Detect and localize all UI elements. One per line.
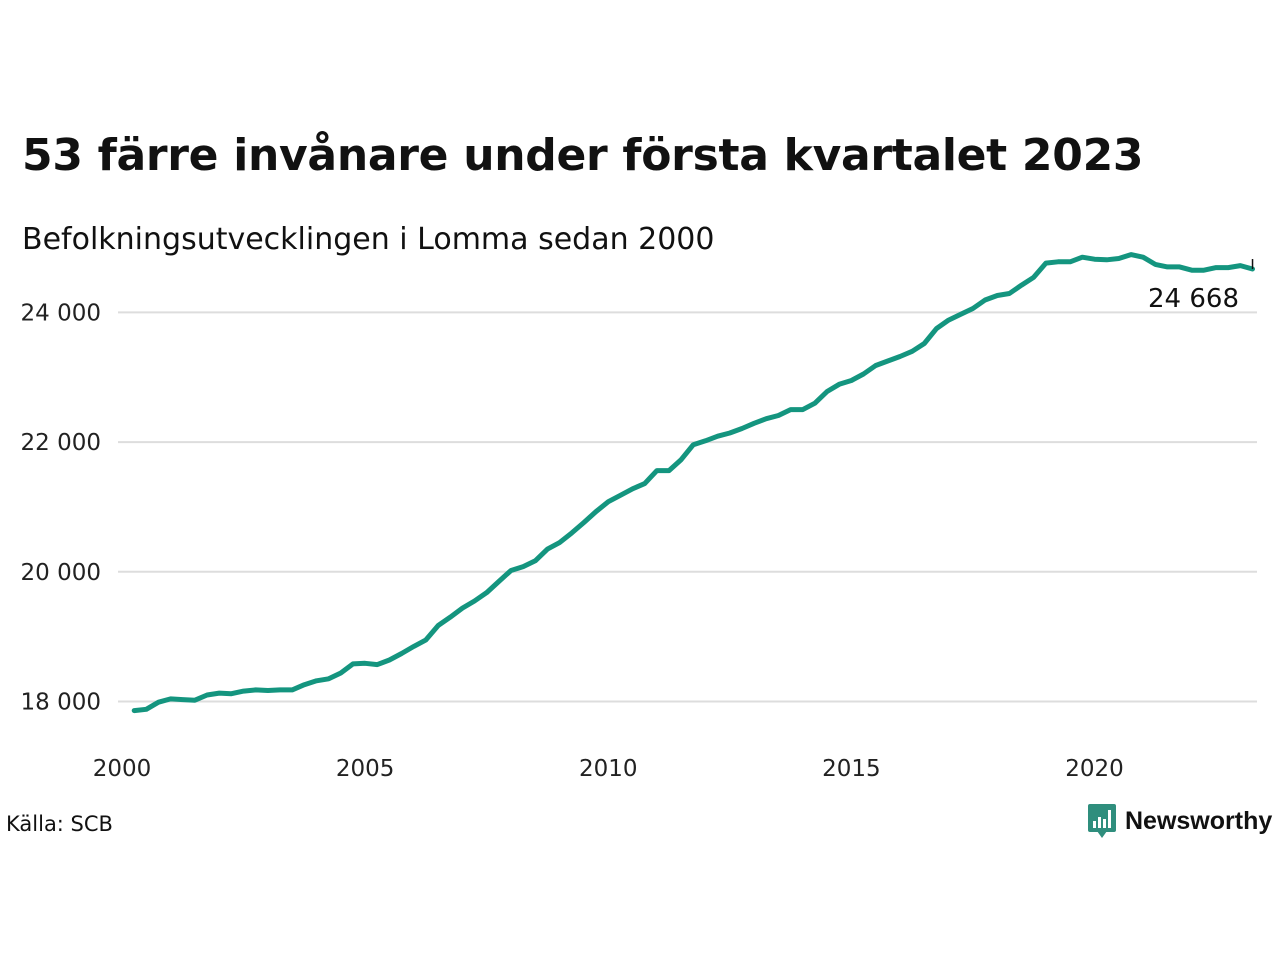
x-tick-label: 2010 (579, 756, 638, 782)
brand-name: Newsworthy (1125, 806, 1273, 835)
x-tick-label: 2020 (1065, 756, 1124, 782)
chart-subtitle: Befolkningsutvecklingen i Lomma sedan 20… (22, 222, 715, 257)
source-note: Källa: SCB (6, 812, 113, 836)
y-tick-label: 24 000 (21, 300, 101, 326)
y-tick-label: 20 000 (21, 560, 101, 586)
population-line (131, 252, 1255, 714)
y-tick-label: 22 000 (21, 430, 101, 456)
newsworthy-logo-icon (1088, 804, 1116, 838)
line-chart: 18 000 20 000 22 000 24 000 2000 2005 2010 201… (21, 252, 1257, 782)
x-tick-label: 2005 (336, 756, 395, 782)
newsworthy-logo[interactable]: Newsworthy (1088, 804, 1272, 838)
x-tick-label: 2015 (822, 756, 881, 782)
chart-title: 53 färre invånare under första kvartalet… (22, 130, 1144, 181)
y-tick-label: 18 000 (21, 690, 101, 716)
end-value-label: 24 668 (1148, 284, 1239, 314)
x-tick-label: 2000 (93, 756, 152, 782)
